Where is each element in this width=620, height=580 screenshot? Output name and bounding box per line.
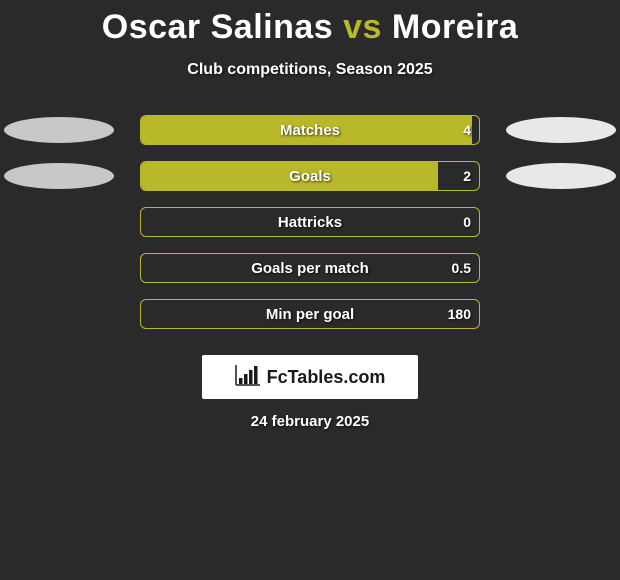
stat-row: Goals2 [0, 153, 620, 199]
stat-value: 0 [463, 208, 471, 236]
stat-value: 0.5 [452, 254, 471, 282]
stat-row: Hattricks0 [0, 199, 620, 245]
stat-bar: Min per goal180 [140, 299, 480, 329]
stat-label: Min per goal [141, 300, 479, 328]
stat-label: Goals per match [141, 254, 479, 282]
stat-bar: Matches4 [140, 115, 480, 145]
stat-row: Goals per match0.5 [0, 245, 620, 291]
title-vs: vs [343, 8, 382, 46]
date-label: 24 february 2025 [0, 413, 620, 430]
stat-label: Hattricks [141, 208, 479, 236]
watermark-text: FcTables.com [267, 367, 386, 388]
comparison-chart: Matches4Goals2Hattricks0Goals per match0… [0, 107, 620, 337]
player2-ellipse [506, 163, 616, 189]
stat-row: Matches4 [0, 107, 620, 153]
bars-icon [235, 364, 261, 391]
stat-value: 2 [463, 162, 471, 190]
player1-ellipse [4, 163, 114, 189]
stat-bar: Goals2 [140, 161, 480, 191]
stat-bar-fill [141, 162, 438, 190]
stat-row: Min per goal180 [0, 291, 620, 337]
title-player2: Moreira [392, 8, 518, 46]
subtitle: Club competitions, Season 2025 [0, 61, 620, 79]
page-title: Oscar Salinas vs Moreira [0, 0, 620, 47]
player1-ellipse [4, 117, 114, 143]
title-player1: Oscar Salinas [102, 8, 333, 46]
stat-value: 180 [448, 300, 471, 328]
stat-bar-fill [141, 116, 472, 144]
watermark: FcTables.com [202, 355, 418, 399]
stat-bar: Hattricks0 [140, 207, 480, 237]
stat-bar: Goals per match0.5 [140, 253, 480, 283]
player2-ellipse [506, 117, 616, 143]
